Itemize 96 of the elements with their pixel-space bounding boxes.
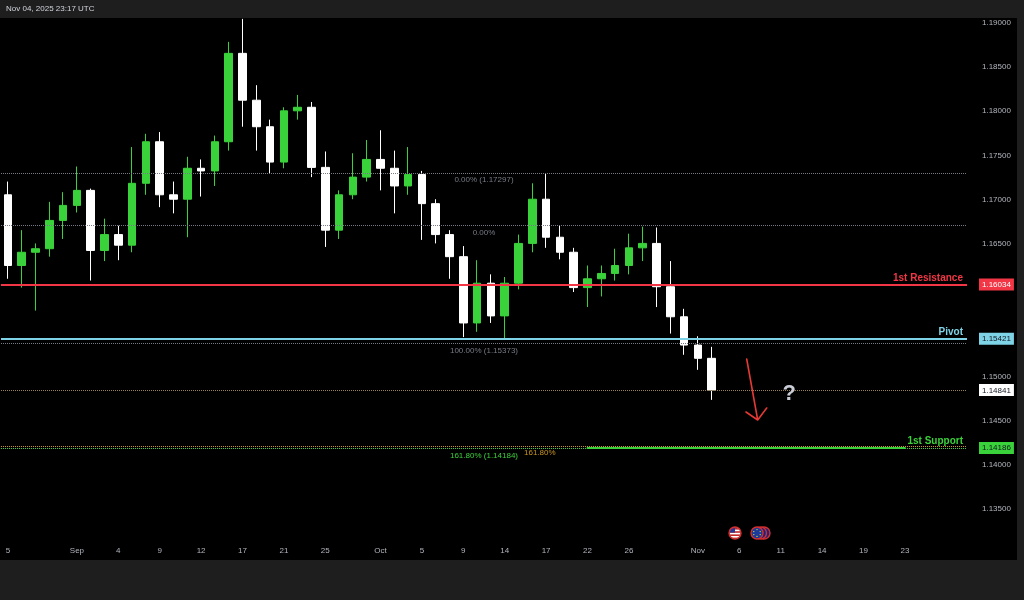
x-tick-label: 5 bbox=[419, 546, 425, 556]
candlestick bbox=[280, 106, 288, 169]
ref-line-label: 0.00% (1.17297) bbox=[454, 175, 514, 185]
candlestick bbox=[4, 181, 12, 280]
candlestick bbox=[155, 131, 164, 208]
x-tick-label: 11 bbox=[776, 546, 786, 556]
candlestick bbox=[376, 129, 385, 191]
y-tick-label: 1.17500 bbox=[982, 150, 1012, 160]
x-tick-label: 26 bbox=[624, 546, 634, 556]
candlestick bbox=[597, 265, 606, 297]
candlestick bbox=[625, 233, 633, 275]
candlestick bbox=[362, 139, 371, 183]
candlestick bbox=[293, 94, 302, 121]
x-tick-label: 19 bbox=[859, 546, 869, 556]
annotation: 161.80% bbox=[524, 448, 556, 458]
x-tick-label: 17 bbox=[541, 546, 552, 556]
candlestick bbox=[197, 158, 205, 198]
x-tick-label: 9 bbox=[157, 546, 163, 556]
candlestick bbox=[487, 273, 495, 324]
candlestick bbox=[680, 308, 688, 356]
x-tick-label: 25 bbox=[320, 546, 331, 556]
candlestick bbox=[321, 150, 330, 248]
candlestick bbox=[252, 84, 261, 152]
y-tick-label: 1.14000 bbox=[982, 459, 1012, 469]
candlestick bbox=[211, 135, 219, 187]
candlestick bbox=[128, 146, 136, 253]
y-tick-label: 1.18000 bbox=[982, 106, 1012, 116]
candlestick bbox=[114, 225, 123, 261]
candlestick bbox=[611, 248, 619, 282]
candlestick bbox=[514, 234, 523, 290]
candlestick bbox=[459, 245, 468, 338]
y-tick-label: 1.15000 bbox=[982, 371, 1012, 381]
candlestick bbox=[266, 119, 274, 175]
annotation: ? bbox=[782, 379, 796, 405]
candlestick bbox=[390, 150, 399, 214]
candlestick bbox=[652, 227, 661, 308]
candlestick bbox=[473, 259, 481, 333]
x-tick-label: 14 bbox=[500, 546, 510, 556]
x-tick-label: 21 bbox=[279, 546, 289, 556]
x-tick-label: Sep bbox=[69, 546, 85, 556]
x-tick-label: 14 bbox=[817, 546, 828, 556]
x-tick-label: 22 bbox=[583, 546, 593, 556]
ref-line-label: 1st Resistance bbox=[892, 272, 964, 284]
candlestick bbox=[445, 229, 454, 280]
candlestick bbox=[335, 189, 343, 240]
x-tick-label: 17 bbox=[238, 546, 248, 556]
legend-label: 1st Support bbox=[907, 435, 964, 447]
candlestick bbox=[100, 218, 109, 262]
ref-line-label: 161.80% (1.14184) bbox=[449, 450, 519, 460]
chart-title: Nov 04, 2025 23:17 UTC bbox=[6, 3, 95, 13]
y-tick-label: 1.14841 bbox=[982, 385, 1012, 395]
candlestick bbox=[349, 152, 357, 200]
x-tick-label: 9 bbox=[461, 546, 467, 556]
candlestick bbox=[528, 182, 537, 253]
candlestick bbox=[542, 173, 550, 249]
annotation: 0.00% bbox=[472, 228, 496, 238]
candlestick bbox=[500, 276, 509, 340]
candlestick bbox=[431, 198, 440, 244]
y-tick-label: 1.15421 bbox=[982, 334, 1012, 344]
x-tick-label: 5 bbox=[5, 546, 11, 556]
candlestick bbox=[169, 181, 178, 214]
candlestick bbox=[569, 247, 578, 293]
candlestick bbox=[31, 242, 40, 312]
y-tick-label: 1.16500 bbox=[982, 238, 1012, 248]
y-tick-label: 1.14186 bbox=[982, 443, 1012, 453]
candlestick bbox=[418, 170, 426, 241]
y-tick-label: 1.14500 bbox=[982, 415, 1012, 425]
candlestick bbox=[86, 188, 95, 282]
ref-line-label: 100.00% (1.15373) bbox=[449, 345, 519, 355]
ref-line-label: Pivot bbox=[938, 326, 964, 338]
candlestick bbox=[307, 101, 316, 178]
candlestick bbox=[142, 133, 150, 196]
candlestick bbox=[17, 229, 26, 289]
x-tick-label: 23 bbox=[900, 546, 910, 556]
y-tick-label: 1.16034 bbox=[982, 280, 1012, 290]
candlestick bbox=[224, 41, 233, 152]
y-tick-label: 1.17000 bbox=[982, 194, 1012, 204]
candlestick bbox=[404, 146, 412, 196]
x-tick-label: Nov bbox=[690, 546, 706, 556]
y-tick-label: 1.18500 bbox=[982, 62, 1012, 72]
candlestick bbox=[694, 335, 702, 371]
y-tick-label: 1.13500 bbox=[982, 504, 1012, 514]
candlestick bbox=[238, 18, 247, 128]
candlestick bbox=[707, 346, 716, 401]
candlestick bbox=[183, 156, 192, 238]
candlestick bbox=[556, 225, 564, 260]
candlestick bbox=[73, 166, 81, 213]
x-tick-label: 4 bbox=[116, 546, 122, 556]
y-tick-label: 1.19000 bbox=[982, 17, 1012, 27]
x-tick-label: Oct bbox=[374, 546, 388, 556]
candlestick bbox=[59, 191, 67, 240]
x-tick-label: 12 bbox=[196, 546, 207, 556]
candlestick bbox=[666, 260, 675, 335]
x-tick-label: 6 bbox=[737, 546, 743, 556]
candlestick bbox=[638, 226, 647, 262]
candlestick bbox=[45, 201, 54, 258]
